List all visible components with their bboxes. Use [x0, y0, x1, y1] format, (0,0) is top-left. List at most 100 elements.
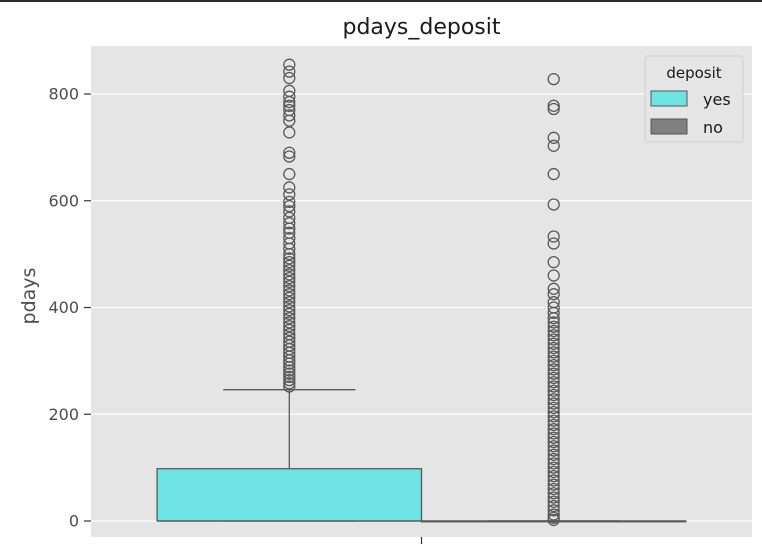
outlier-yes-1	[283, 65, 296, 78]
outliers	[283, 58, 560, 527]
outlier-no-0	[547, 72, 560, 86]
outlier-yes-6	[283, 99, 296, 112]
outlier-no-33	[547, 384, 560, 397]
outlier-no-16	[547, 312, 560, 325]
outlier-no-1	[547, 99, 560, 112]
outlier-no-50	[547, 457, 560, 470]
outlier-no-56	[547, 482, 560, 496]
outlier-no-34	[547, 388, 560, 402]
legend-label-yes: yes	[703, 90, 731, 109]
outlier-yes-36	[283, 288, 296, 301]
outlier-yes-58	[283, 370, 296, 384]
outlier-yes-2	[283, 71, 296, 85]
outlier-no-12	[547, 288, 560, 301]
outlier-no-22	[547, 337, 560, 350]
outlier-no-2	[547, 102, 560, 116]
outlier-no-53	[547, 470, 560, 483]
outlier-no-57	[547, 487, 560, 500]
legend-swatch-yes	[650, 90, 688, 107]
outlier-yes-9	[283, 114, 296, 127]
outlier-no-49	[547, 452, 560, 466]
window-top-border	[0, 0, 762, 2]
outlier-yes-31	[283, 268, 296, 281]
outlier-no-29	[547, 367, 560, 380]
outlier-yes-28	[283, 255, 296, 269]
outlier-no-26	[547, 354, 560, 368]
outlier-no-3	[547, 131, 560, 144]
outlier-no-25	[547, 350, 560, 363]
outlier-no-55	[547, 478, 560, 491]
y-axis-label: pdays	[18, 268, 40, 325]
outlier-yes-60	[283, 377, 296, 390]
outlier-no-27	[547, 358, 560, 372]
outlier-no-6	[547, 198, 560, 211]
outlier-yes-39	[283, 300, 296, 313]
outlier-no-52	[547, 465, 560, 479]
outlier-no-11	[547, 282, 560, 295]
outlier-no-42	[547, 423, 560, 436]
outlier-no-19	[547, 324, 560, 338]
box-body-yes	[156, 468, 423, 522]
outlier-yes-44	[283, 320, 296, 333]
outlier-no-32	[547, 380, 560, 393]
outlier-yes-16	[283, 195, 296, 208]
outlier-yes-27	[283, 252, 296, 265]
outlier-no-45	[547, 435, 560, 449]
outlier-no-39	[547, 410, 560, 423]
chart-title: pdays_deposit	[342, 15, 500, 40]
outlier-yes-15	[283, 188, 296, 201]
outlier-yes-0	[283, 58, 296, 71]
outlier-yes-14	[283, 181, 296, 194]
outlier-no-10	[547, 269, 560, 282]
outlier-no-58	[547, 491, 560, 504]
outlier-no-47	[547, 444, 560, 457]
outlier-yes-8	[283, 109, 296, 122]
outlier-no-38	[547, 405, 560, 419]
outlier-no-18	[547, 320, 560, 333]
legend-swatch-no	[650, 118, 688, 135]
y-tick-label-0: 0	[69, 511, 79, 530]
outlier-no-5	[547, 167, 560, 181]
outlier-no-43	[547, 427, 560, 440]
outlier-no-46	[547, 440, 560, 453]
box-yes	[156, 389, 423, 522]
outlier-no-48	[547, 448, 560, 461]
outlier-yes-29	[283, 259, 296, 273]
outlier-no-54	[547, 474, 560, 487]
outlier-no-24	[547, 346, 560, 359]
plot-area	[91, 46, 752, 537]
outlier-yes-25	[283, 242, 296, 255]
outlier-no-41	[547, 418, 560, 432]
outlier-no-59	[547, 495, 560, 508]
outlier-yes-38	[283, 296, 296, 309]
outlier-no-17	[547, 316, 560, 329]
outlier-no-7	[547, 230, 560, 243]
outlier-no-35	[547, 393, 560, 406]
outlier-yes-30	[283, 264, 296, 277]
y-tick-label-200: 200	[48, 405, 79, 424]
legend: deposit yes no	[644, 55, 744, 143]
outlier-yes-21	[283, 222, 296, 235]
outlier-yes-32	[283, 272, 296, 285]
outlier-yes-61	[283, 380, 296, 393]
outlier-no-9	[547, 255, 560, 269]
outlier-no-44	[547, 431, 560, 444]
outlier-yes-41	[283, 307, 296, 321]
outlier-yes-54	[283, 357, 296, 370]
outlier-no-64	[547, 513, 560, 527]
outlier-no-40	[547, 414, 560, 427]
outlier-yes-33	[283, 275, 296, 289]
outlier-yes-17	[283, 199, 296, 213]
legend-label-no: no	[703, 118, 723, 137]
box-no	[420, 520, 687, 523]
outlier-no-4	[547, 139, 560, 152]
outlier-yes-11	[283, 146, 296, 159]
legend-title: deposit	[666, 64, 721, 82]
outlier-no-31	[547, 376, 560, 389]
outlier-no-61	[547, 504, 560, 517]
outlier-yes-56	[283, 364, 296, 377]
outlier-yes-10	[283, 126, 296, 139]
outlier-no-30	[547, 371, 560, 385]
outlier-yes-26	[283, 247, 296, 261]
